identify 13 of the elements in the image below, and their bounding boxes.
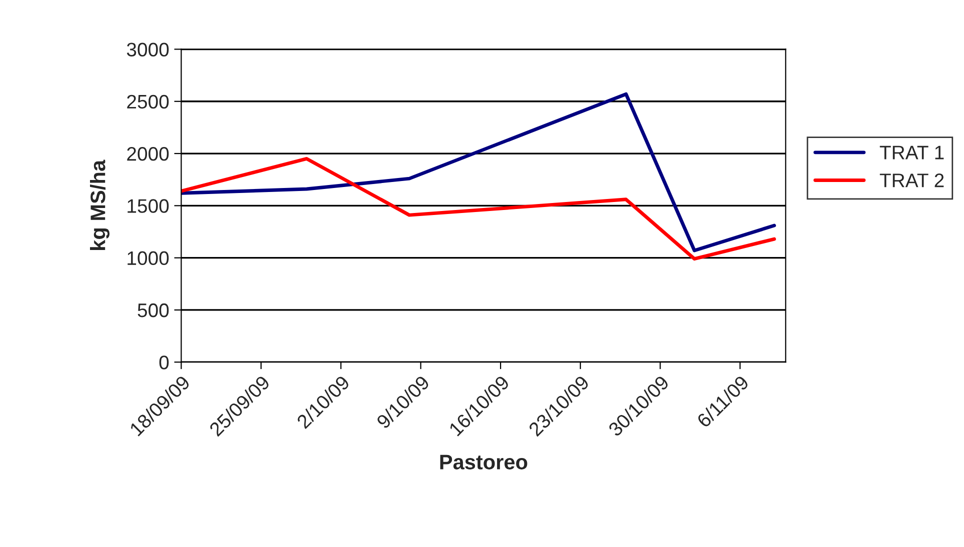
x-axis-title: Pastoreo [440,454,528,470]
legend-label: TRAT 2 [880,174,944,188]
y-tick-label: 0 [159,356,169,370]
y-axis-title: kg MS/ha [90,160,110,250]
y-tick-label: 1500 [128,199,169,213]
y-tick-label: 500 [138,303,169,318]
y-tick-label: 2000 [127,146,169,161]
y-tick-label: 2500 [127,94,169,109]
line-series [181,157,776,261]
y-tick-label: 3000 [126,42,169,56]
legend-label: TRAT 1 [880,146,944,160]
y-tick-label: 1000 [128,251,169,266]
line-series [181,92,776,252]
